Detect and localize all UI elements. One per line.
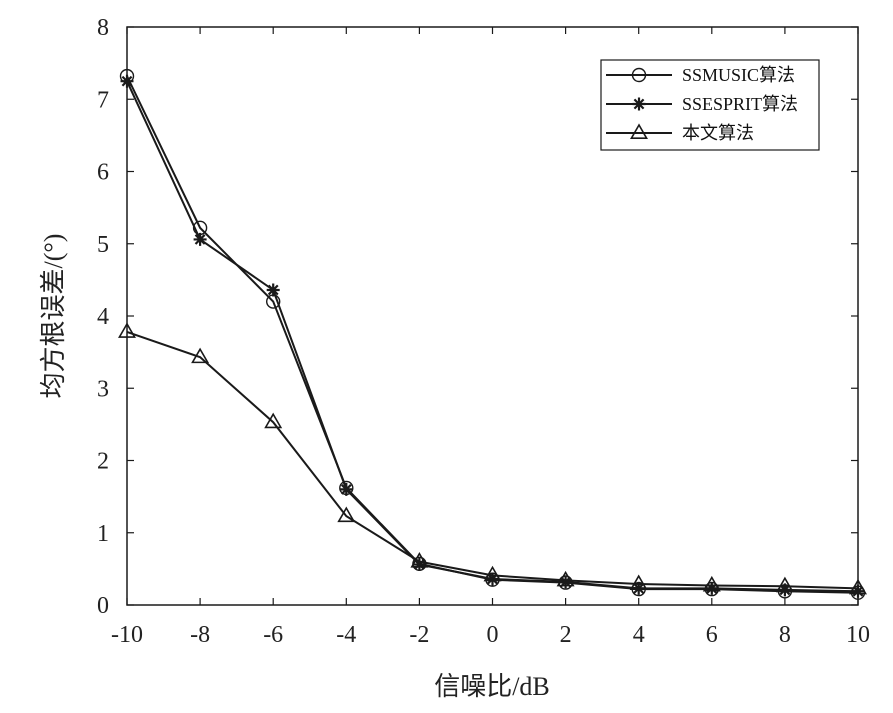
x-tick-label: 10 [846, 622, 870, 648]
data-point-asterisk [705, 581, 719, 595]
y-tick-label: 1 [97, 521, 109, 547]
data-point-asterisk [412, 558, 426, 572]
x-axis-label: 信噪比/dB [434, 672, 550, 701]
data-point-asterisk [193, 232, 207, 246]
data-point-asterisk [339, 482, 353, 496]
legend-label: 本文算法 [682, 123, 754, 143]
y-tick-label: 5 [97, 232, 109, 258]
legend-marker-circle [631, 67, 647, 83]
data-point-triangle [337, 506, 356, 523]
data-point-asterisk [486, 572, 499, 586]
data-point-triangle [483, 565, 502, 582]
x-tick-label: 2 [560, 622, 572, 648]
y-tick-label: 6 [97, 160, 109, 186]
data-point-triangle [775, 576, 794, 593]
data-point-asterisk [851, 584, 865, 598]
series-3 [118, 322, 867, 595]
data-point-triangle [410, 552, 429, 568]
x-tick-label: -4 [336, 622, 356, 648]
series-line-1 [126, 75, 859, 594]
series-line-3 [126, 330, 859, 590]
x-tick-label: -6 [263, 622, 283, 648]
data-point-asterisk [778, 583, 792, 597]
y-tick-label: 0 [97, 593, 109, 619]
data-point-triangle [118, 322, 136, 338]
ticks: -10 -8 -6 -4 -2 0 2 4 6 8 10 0 1 2 3 4 5 6 7 8 [97, 15, 870, 648]
y-tick-label: 4 [97, 304, 109, 330]
data-point-triangle [629, 574, 648, 591]
x-tick-label: 8 [779, 622, 791, 648]
legend-label: SSMUSIC算法 [682, 65, 795, 85]
x-tick-label: -8 [190, 622, 210, 648]
data-point-asterisk [632, 581, 646, 595]
y-tick-label: 8 [97, 15, 109, 41]
legend-marker-triangle [630, 123, 648, 139]
data-point-asterisk [266, 283, 280, 297]
data-point-asterisk [559, 575, 573, 589]
x-tick-label: -10 [111, 622, 143, 648]
data-point-triangle [556, 570, 575, 587]
x-tick-label: 6 [706, 622, 718, 648]
series-2 [120, 74, 865, 598]
y-axis-label: 均方根误差/(°) [39, 234, 68, 399]
legend-label: SSESPRIT算法 [682, 94, 798, 114]
y-tick-label: 7 [97, 87, 109, 113]
x-tick-label: 4 [633, 622, 645, 648]
series-layer [118, 68, 867, 600]
x-tick-label: -2 [409, 622, 429, 648]
y-tick-label: 3 [97, 376, 109, 402]
data-point-triangle [849, 578, 867, 595]
series-line-2 [126, 80, 859, 593]
data-point-asterisk [120, 74, 134, 88]
y-tick-label: 2 [97, 449, 109, 475]
data-point-triangle [191, 347, 210, 364]
legend-marker-asterisk [632, 97, 646, 111]
data-point-triangle [264, 412, 283, 429]
data-point-triangle [702, 575, 721, 592]
x-tick-label: 0 [487, 622, 499, 648]
